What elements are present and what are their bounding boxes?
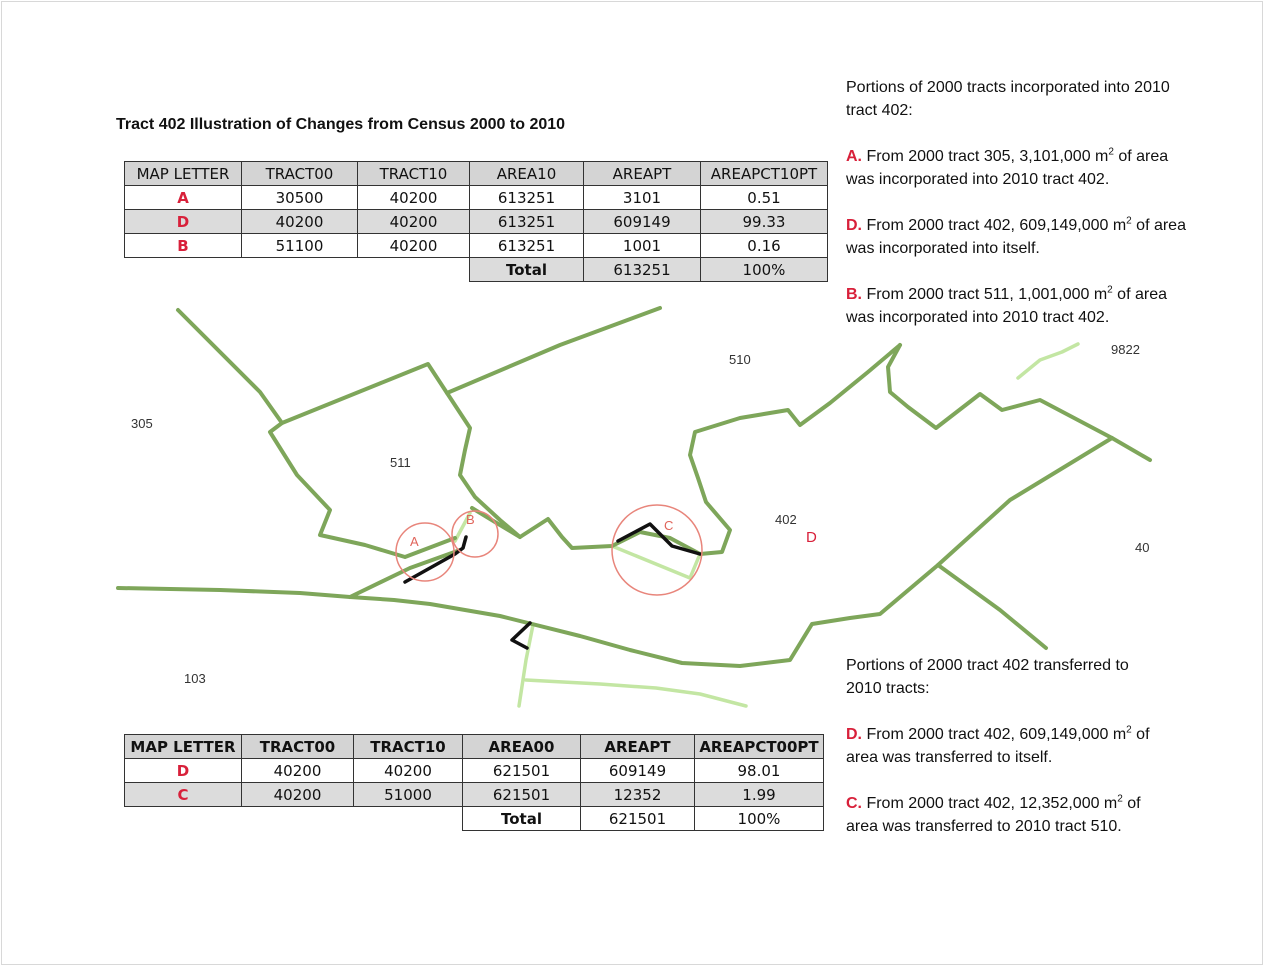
col-header: TRACT10 bbox=[353, 734, 463, 759]
change-circles bbox=[395, 504, 703, 596]
col-header: AREA00 bbox=[462, 734, 581, 759]
tract-label-40: 40 bbox=[1135, 540, 1149, 555]
total-pct: 100% bbox=[700, 257, 828, 282]
boundary-2010-main bbox=[116, 436, 1114, 668]
changed-segment-south bbox=[510, 621, 532, 650]
table-total-row: Total 621501 100% bbox=[125, 806, 824, 831]
incorporated-table: MAP LETTER TRACT00 TRACT10 AREA10 AREAPT… bbox=[124, 161, 828, 282]
boundary-2000-lines bbox=[453, 342, 1080, 708]
col-header: AREA10 bbox=[469, 161, 584, 186]
areapt-cell: 609149 bbox=[580, 758, 695, 783]
tract-label-510: 510 bbox=[729, 352, 751, 367]
map-letter-cell: B bbox=[124, 233, 242, 258]
tract-label-305: 305 bbox=[131, 416, 153, 431]
note-letter: A. bbox=[846, 148, 862, 165]
circle-c bbox=[611, 504, 703, 596]
pct-cell: 1.99 bbox=[694, 782, 824, 807]
boundary-2010-40 bbox=[936, 563, 1048, 650]
changed-segment-c bbox=[616, 522, 702, 556]
boundary-2010-510-north bbox=[445, 306, 662, 395]
table-row: B 51100 40200 613251 1001 0.16 bbox=[124, 233, 828, 258]
col-header: TRACT10 bbox=[357, 161, 470, 186]
total-pct: 100% bbox=[694, 806, 824, 831]
total-label: Total bbox=[462, 806, 581, 831]
boundary-2010-510-south bbox=[518, 343, 902, 556]
note-letter: C. bbox=[846, 795, 862, 812]
table-row: D 40200 40200 621501 609149 98.01 bbox=[124, 758, 824, 783]
boundary-2010-a bbox=[348, 548, 462, 599]
col-header: AREAPCT10PT bbox=[700, 161, 828, 186]
tract10-cell: 40200 bbox=[353, 758, 463, 783]
page-title: Tract 402 Illustration of Changes from C… bbox=[116, 116, 566, 133]
map-letter-cell: A bbox=[124, 185, 242, 210]
marker-b: B bbox=[466, 512, 475, 527]
change-markers: A B C D bbox=[410, 512, 817, 549]
boundary-2000-south bbox=[517, 623, 535, 708]
transferred-table: MAP LETTER TRACT00 TRACT10 AREA00 AREAPT… bbox=[124, 734, 824, 831]
note-letter: B. bbox=[846, 286, 862, 303]
boundary-2010-9822 bbox=[886, 343, 1152, 462]
tract00-cell: 40200 bbox=[241, 782, 354, 807]
tract-label-511: 511 bbox=[390, 455, 411, 470]
notes-heading: Portions of 2000 tract 402 transferred t… bbox=[846, 657, 1129, 697]
tract00-cell: 40200 bbox=[241, 758, 354, 783]
marker-a: A bbox=[410, 534, 419, 549]
boundary-2000-9822 bbox=[1016, 342, 1080, 380]
note-item: C. From 2000 tract 402, 12,352,000 m2 of… bbox=[846, 793, 1141, 835]
circle-a bbox=[395, 522, 455, 582]
transferred-notes: Portions of 2000 tract 402 transferred t… bbox=[846, 654, 1166, 861]
marker-d: D bbox=[806, 529, 817, 546]
incorporated-notes: Portions of 2000 tracts incorporated int… bbox=[846, 76, 1186, 352]
total-areapt: 621501 bbox=[580, 806, 695, 831]
boundary-2010-511-west bbox=[176, 308, 457, 559]
note-item: D. From 2000 tract 402, 609,149,000 m2 o… bbox=[846, 724, 1150, 766]
table-row: D 40200 40200 613251 609149 99.33 bbox=[124, 209, 828, 234]
circle-b bbox=[451, 510, 499, 558]
boundary-2010-511-east bbox=[280, 362, 522, 539]
table-total-row: Total 613251 100% bbox=[125, 257, 828, 282]
tract10-cell: 51000 bbox=[353, 782, 463, 807]
note-item: A. From 2000 tract 305, 3,101,000 m2 of … bbox=[846, 146, 1169, 188]
notes-heading: Portions of 2000 tracts incorporated int… bbox=[846, 79, 1170, 119]
pct-cell: 99.33 bbox=[700, 209, 828, 234]
tract-label-103: 103 bbox=[184, 671, 206, 686]
col-header: AREAPT bbox=[580, 734, 695, 759]
note-item: D. From 2000 tract 402, 609,149,000 m2 o… bbox=[846, 215, 1186, 257]
col-header: AREAPT bbox=[583, 161, 701, 186]
col-header: MAP LETTER bbox=[124, 161, 242, 186]
tract-label-9822: 9822 bbox=[1111, 342, 1140, 357]
tract00-cell: 30500 bbox=[241, 185, 358, 210]
boundary-2000-c bbox=[610, 544, 702, 580]
boundary-2000-bottom bbox=[524, 678, 748, 708]
table-row: C 40200 51000 621501 12352 1.99 bbox=[124, 782, 824, 807]
table-header-row: MAP LETTER TRACT00 TRACT10 AREA10 AREAPT… bbox=[124, 161, 828, 186]
marker-c: C bbox=[664, 518, 673, 533]
boundary-2000-b bbox=[453, 511, 472, 543]
area-cell: 621501 bbox=[462, 782, 581, 807]
tract-labels: 305 511 510 402 103 9822 40 bbox=[131, 342, 1149, 686]
tract10-cell: 40200 bbox=[357, 233, 470, 258]
map-letter-cell: C bbox=[124, 782, 242, 807]
note-letter: D. bbox=[846, 726, 862, 743]
col-header: MAP LETTER bbox=[124, 734, 242, 759]
table-header-row: MAP LETTER TRACT00 TRACT10 AREA00 AREAPT… bbox=[124, 734, 824, 759]
map-letter-cell: D bbox=[124, 209, 242, 234]
tract-label-402: 402 bbox=[775, 512, 797, 527]
note-item: B. From 2000 tract 511, 1,001,000 m2 of … bbox=[846, 284, 1167, 326]
col-header: TRACT00 bbox=[241, 734, 354, 759]
tract00-cell: 51100 bbox=[241, 233, 358, 258]
tract10-cell: 40200 bbox=[357, 209, 470, 234]
total-label: Total bbox=[469, 257, 584, 282]
tract10-cell: 40200 bbox=[357, 185, 470, 210]
note-letter: D. bbox=[846, 217, 862, 234]
boundary-2010-lines bbox=[116, 306, 1152, 668]
areapt-cell: 3101 bbox=[583, 185, 701, 210]
total-areapt: 613251 bbox=[583, 257, 701, 282]
col-header: TRACT00 bbox=[241, 161, 358, 186]
